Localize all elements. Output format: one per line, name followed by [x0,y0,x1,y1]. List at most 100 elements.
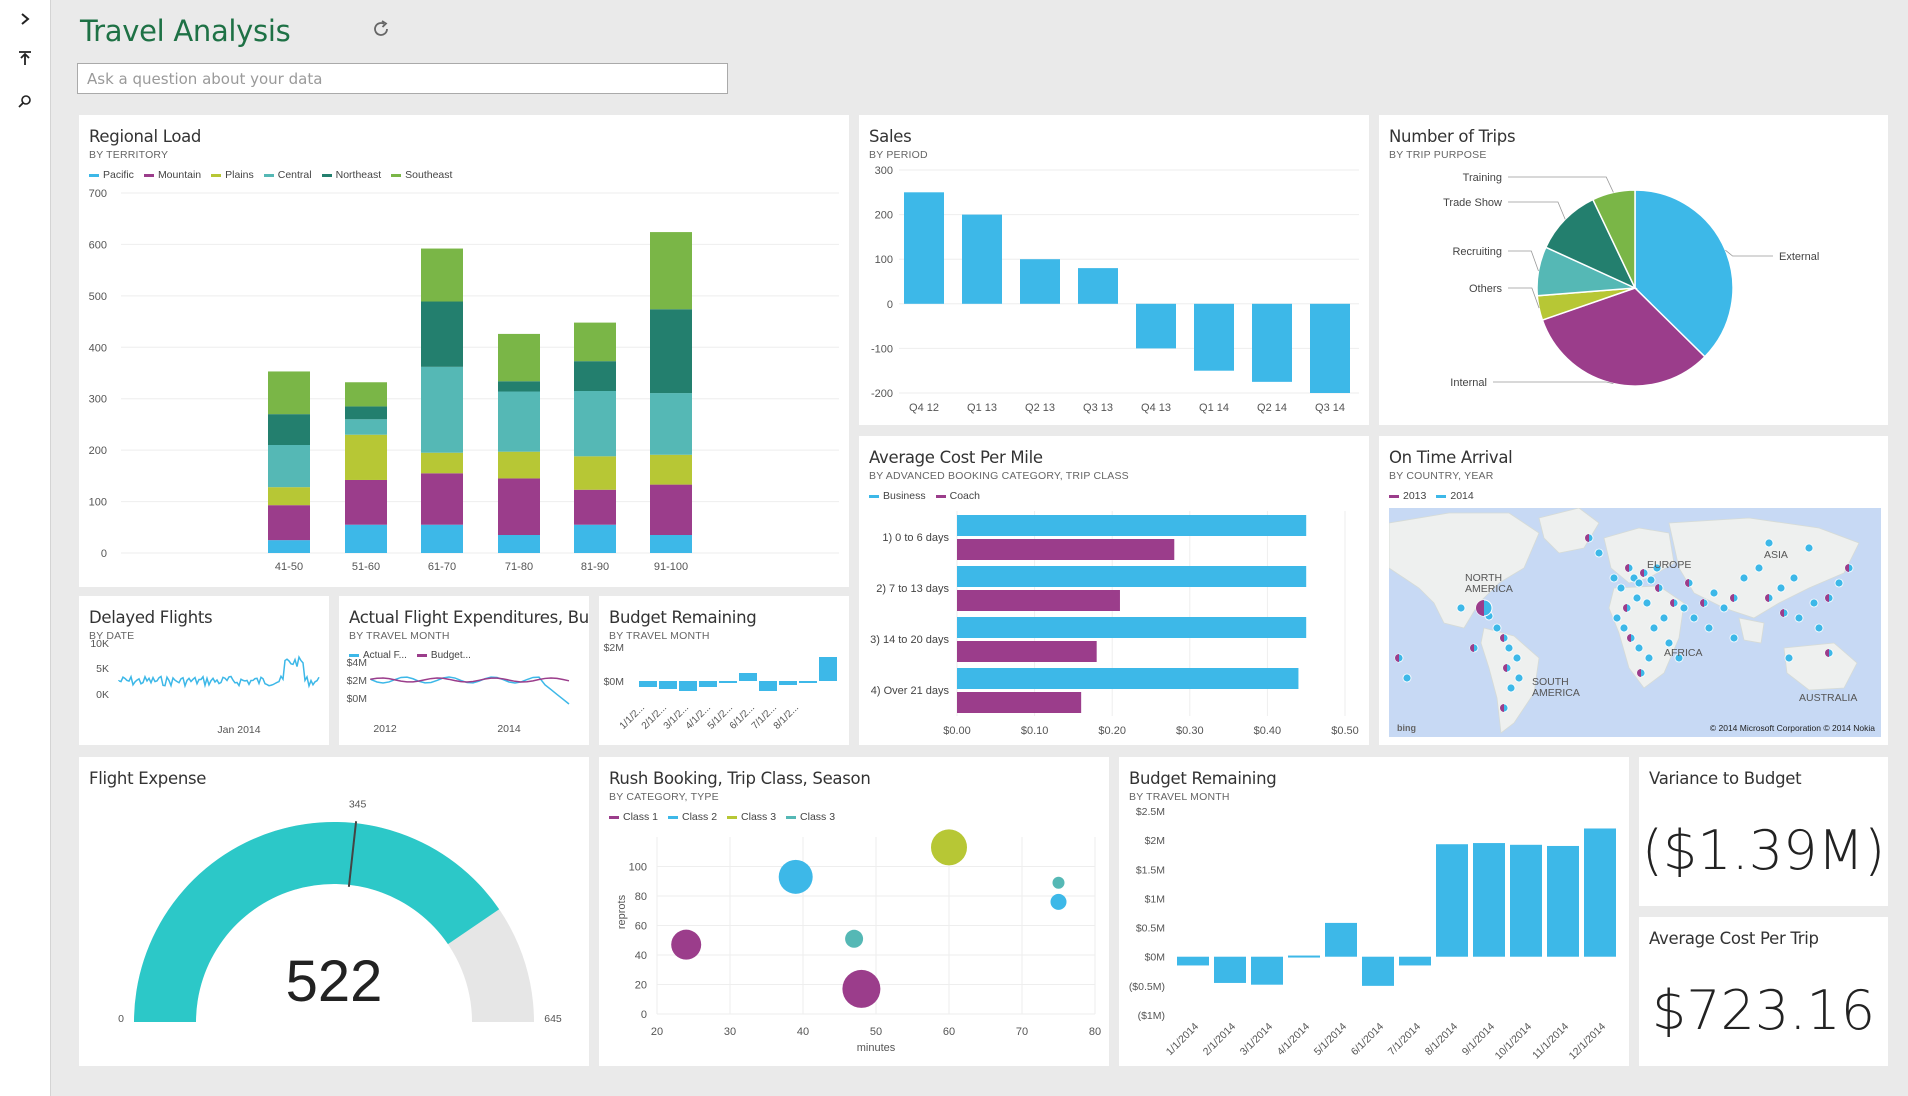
x-tick-label: 8/1/2... [772,702,801,731]
bar-segment [268,445,310,488]
legend-item: Northeast [335,169,382,181]
sales-chart: -200 -100 0 100 200 300 Q4 12 Q1 13 Q2 13 Q3 13 Q4… [871,165,1359,414]
land-mass [1389,512,1540,629]
map-point [1739,573,1749,583]
bar [957,617,1307,638]
bar-segment [345,419,387,435]
bar [1399,956,1431,966]
x-tick-label: 81-90 [581,561,609,573]
flight-expense-gauge: 345 0 645 522 [118,798,562,1025]
bar-segment [574,322,616,362]
x-tick-label: $0.30 [1176,725,1204,737]
map-point [1794,613,1804,623]
bar-segment [345,406,387,420]
y-tick-label: 10K [90,638,109,650]
tile-on-time-arrival[interactable]: On Time Arrival BY COUNTRY, YEAR 2013 20… [1379,436,1888,745]
map-point-2013 [1780,609,1784,617]
x-tick-label: 2012 [373,723,397,735]
world-map[interactable]: NORTH AMERICA EUROPE ASIA AFRICA SOUTH AMERICA… [1389,508,1881,737]
tile-average-cost-per-trip[interactable]: Average Cost Per Trip $723.16 [1639,917,1888,1066]
x-tick-label: 7/1/2014 [1386,1021,1423,1058]
bar-segment [268,414,310,445]
bar [1177,956,1209,966]
x-tick-label: $0.20 [1098,725,1126,737]
y-tick-label: 500 [89,291,107,303]
search-icon[interactable] [13,89,37,113]
tile-subtitle: BY TRAVEL MONTH [609,630,710,642]
tile-budget-remaining[interactable]: Budget Remaining BY TRAVEL MONTH $2.5M $2… [1119,757,1629,1066]
tile-budget-remaining-small[interactable]: Budget Remaining BY TRAVEL MONTH $2M $0M 1… [599,596,849,745]
tile-title: Delayed Flights [89,608,213,627]
tile-flight-expense[interactable]: Flight Expense 345 0 645 522 [79,757,589,1066]
bar [759,681,777,691]
legend-item: Pacific [103,169,134,181]
tile-variance-to-budget[interactable]: Variance to Budget ($1.39M) [1639,757,1888,906]
tile-sales[interactable]: Sales BY PERIOD -200 -100 0 100 200 300 Q4 12 Q… [859,115,1369,425]
qa-input[interactable] [77,63,728,94]
x-tick-label: 51-60 [352,561,380,573]
tile-title: Sales [869,127,912,146]
map-point-2013 [1845,564,1849,572]
bubble [1050,893,1067,910]
tile-cost-per-mile[interactable]: Average Cost Per Mile BY ADVANCED BOOKIN… [859,436,1369,745]
bar-segment [268,505,310,541]
pie-slice [1541,287,1706,387]
map-point [1634,643,1644,653]
bar [1288,955,1320,958]
x-tick-label: $0.40 [1254,725,1282,737]
legend-item: Class 3 [741,811,777,823]
tile-delayed-flights[interactable]: Delayed Flights BY DATE 10K 5K 0K Jan 2014 [79,596,329,745]
chevron-right-icon[interactable] [13,7,37,31]
map-point-2013 [1825,594,1829,602]
bar [1020,259,1060,304]
bar-segment [268,371,310,415]
x-tick-label: 5/1/2014 [1312,1021,1349,1058]
x-tick-label: Q4 12 [909,402,939,414]
map-point-2013 [1765,594,1769,602]
bar-segment [345,382,387,407]
map-point [1776,583,1786,593]
bar-segment [574,524,616,553]
tile-subtitle: BY DATE [89,630,135,642]
tile-subtitle: BY COUNTRY, YEAR [1389,470,1494,482]
legend-item: 2013 [1403,490,1427,502]
bar-segment [574,361,616,391]
x-tick-label: 6/1/2014 [1349,1021,1386,1058]
legend: Pacific Mountain Plains Central Northeas… [89,169,452,181]
tile-number-of-trips[interactable]: Number of Trips BY TRIP PURPOSE External… [1379,115,1888,425]
x-tick-label: Q3 13 [1083,402,1113,414]
x-tick-label: 2014 [497,723,521,735]
y-tick-label: -100 [871,343,893,355]
gauge-min-label: 0 [118,1013,124,1025]
map-point-2013 [1825,649,1829,657]
bar [1078,268,1118,304]
tile-actual-expenditures[interactable]: Actual Flight Expenditures, Bu... BY TRA… [339,596,589,745]
x-tick-label: Q1 13 [967,402,997,414]
x-tick-label: 4/1/2014 [1275,1021,1312,1058]
slice-label: Others [1469,283,1503,295]
y-tick-label: 400 [89,342,107,354]
x-tick-label: 12/1/2014 [1567,1021,1609,1063]
tile-rush-booking[interactable]: Rush Booking, Trip Class, Season BY CATE… [599,757,1109,1066]
y-tick-label: 60 [635,921,647,933]
legend: Business Coach [869,490,980,502]
tile-title: Budget Remaining [609,608,757,627]
pin-icon[interactable] [13,46,37,70]
tile-title: Regional Load [89,127,202,146]
bar [739,673,757,681]
bar [957,668,1299,689]
x-tick-label: 80 [1089,1026,1101,1038]
tile-subtitle: BY TRAVEL MONTH [1129,791,1230,803]
map-point [1814,623,1824,633]
y-tick-label: 0 [101,548,107,560]
y-tick-label: 1) 0 to 6 days [882,532,949,544]
y-tick-label: $1.5M [1136,864,1165,876]
refresh-icon[interactable] [370,18,392,40]
tile-regional-load[interactable]: Regional Load BY TERRITORY Pacific Mount… [79,115,849,587]
map-point [1754,563,1764,573]
map-point-2013 [1670,599,1674,607]
map-point [1674,653,1684,663]
legend-item: Central [277,169,312,181]
pie-slice [1544,198,1637,290]
legend-item: Budget... [430,650,471,661]
